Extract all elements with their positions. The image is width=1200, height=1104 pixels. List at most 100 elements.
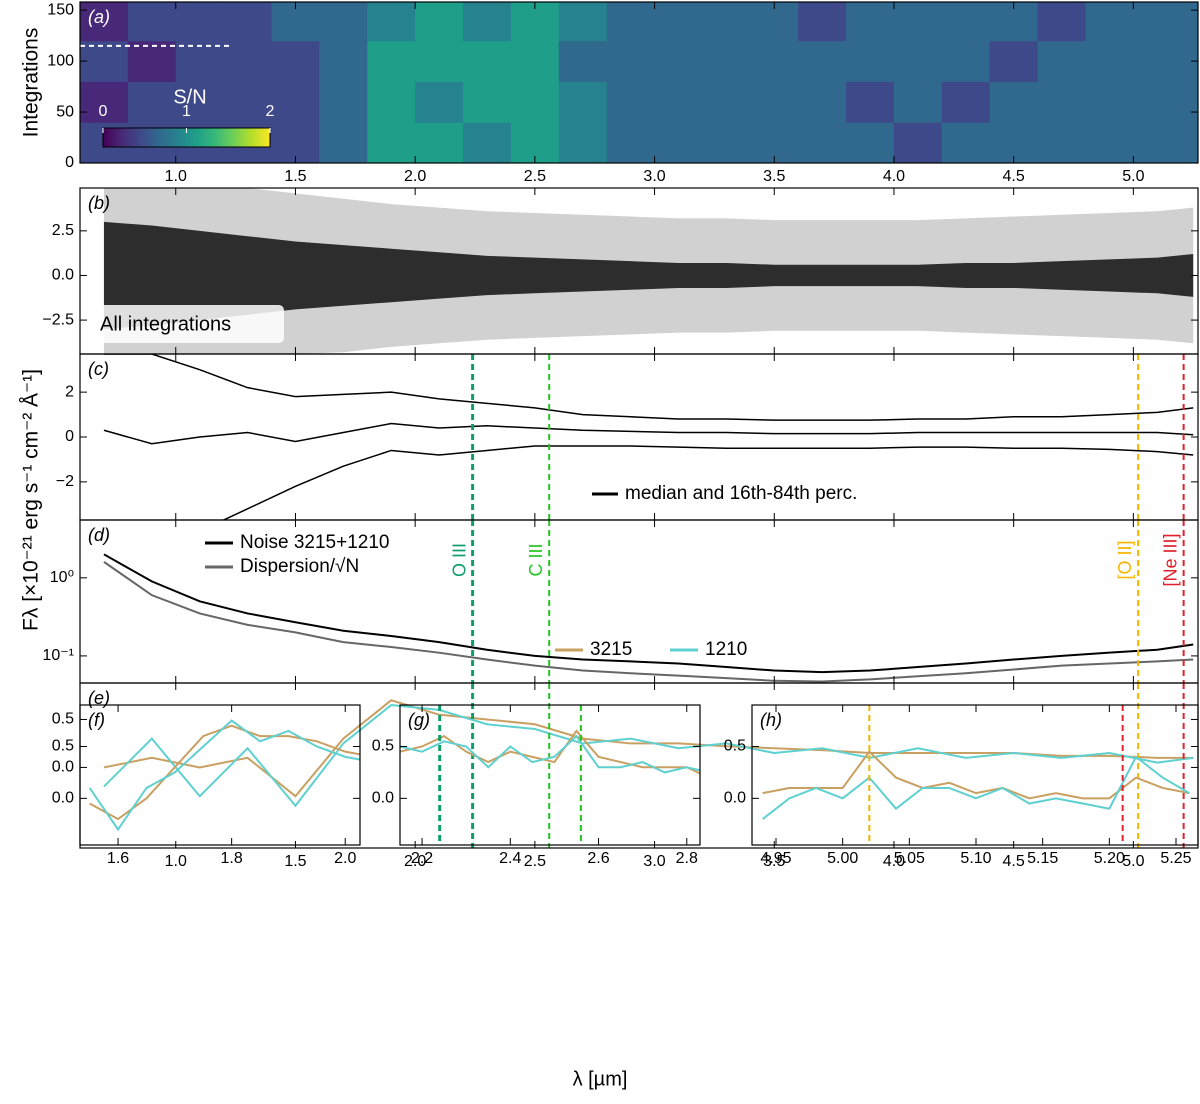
series-line [221,445,1194,520]
x-tick-label: 4.0 [883,168,905,185]
emission-label: C III [526,543,546,576]
heat-cell [798,2,847,42]
x-tick-label: 4.95 [760,850,791,867]
heat-cell [367,40,416,82]
legend-label: 1210 [705,639,747,660]
x-tick-label: 5.15 [1027,850,1058,867]
heat-cell [319,122,368,163]
heat-cell [1037,40,1086,82]
heat-cell [702,122,751,163]
heat-cell [319,40,368,82]
colorbar-tick-label: 1 [182,103,191,120]
heat-cell [750,40,799,82]
panel-label: (a) [88,7,110,27]
legend-label: median and 16th-84th perc. [625,483,857,504]
heat-cell [989,40,1039,82]
heat-cell [1037,122,1086,163]
series-line [103,553,1194,674]
heat-cell [1085,122,1134,163]
x-tick-label: 3.5 [763,168,785,185]
x-tick-label: 3.0 [643,168,665,185]
y-axis-label: Fλ [×10⁻²¹ erg s⁻¹ cm⁻² Å⁻¹] [20,369,43,631]
heat-cell [702,2,751,42]
heat-cell [1133,40,1176,82]
emission-label: [O II] [1115,540,1135,579]
heat-cell [367,122,416,163]
x-tick-label: 3.5 [763,853,785,870]
heat-cell [558,81,608,123]
series-line [88,719,360,832]
x-tick-label: 4.0 [883,853,905,870]
plot-area [103,188,1194,354]
heat-cell [415,81,464,123]
heat-cell [846,40,895,82]
heat-cell [175,40,225,82]
series-line [103,422,1194,445]
heat-cell [415,40,464,82]
heat-cell [463,122,512,163]
y-tick-label: 50 [56,103,74,120]
x-tick-label: 2.4 [499,850,521,867]
heat-cell [654,2,703,42]
series-line [103,561,1194,683]
y-tick-label: 100 [47,52,74,69]
heat-cell [80,81,129,123]
heat-cell [510,81,560,123]
y-tick-label: 0.0 [372,790,394,807]
heat-cell [846,81,895,123]
heat-cell [1085,81,1134,123]
x-tick-label: 1.0 [165,168,187,185]
legend-label: Dispersion/√N [240,556,359,577]
heat-cell [127,40,177,82]
heat-cell [367,2,416,42]
heat-cell [606,40,656,82]
heat-cell [558,2,608,42]
emission-label: [Ne III] [1160,533,1180,586]
legend-label: 3215 [590,639,632,660]
x-tick-label: 2.5 [524,853,546,870]
heat-cell [319,81,368,123]
y-tick-label: 150 [47,1,74,18]
heat-cell [463,81,512,123]
heat-cell [941,122,991,163]
heat-cell [893,122,943,163]
series-line [400,729,700,775]
y-tick-label: 0.0 [52,790,74,807]
axes-frame [399,704,701,846]
axes-frame [79,704,361,846]
heat-cell [223,40,273,82]
heat-cell [606,81,656,123]
heat-cell [463,2,512,42]
heat-cell [702,40,751,82]
heat-cell [1175,40,1198,82]
heat-cell [798,40,847,82]
plot-area [103,354,1194,520]
heat-cell [654,81,703,123]
y-tick-label: 0.0 [724,790,746,807]
x-tick-label: 5.10 [960,850,991,867]
heat-cell [558,122,608,163]
series-line [103,704,1194,808]
heat-cell [941,81,991,123]
y-tick-label: 10⁻¹ [42,647,74,664]
heat-cell [415,2,464,42]
heat-cell [510,40,560,82]
panel-label: (b) [88,193,110,213]
y-tick-label: 10⁰ [50,569,74,586]
y-tick-label: 0.5 [372,738,394,755]
y-tick-label: 0.0 [52,759,74,776]
x-tick-label: 4.5 [1003,853,1025,870]
y-tick-label: 0 [65,154,74,171]
heat-cell [941,40,991,82]
colorbar-label: S/N [173,86,206,108]
heat-cell [654,40,703,82]
heat-cell [893,2,943,42]
heat-cell [798,81,847,123]
panel-label: (g) [408,710,430,730]
heat-cell [175,2,225,42]
heat-cell [750,81,799,123]
heat-cell [989,81,1039,123]
heat-cell [893,40,943,82]
heat-cell [846,122,895,163]
